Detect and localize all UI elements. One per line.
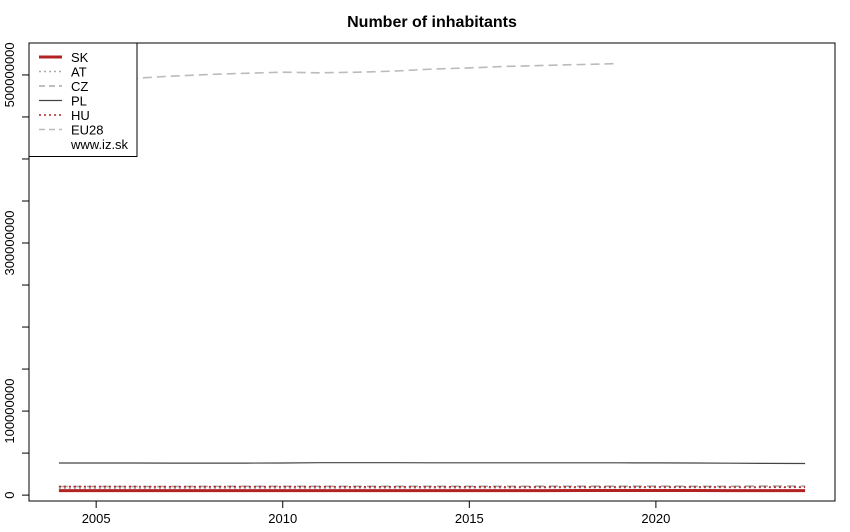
legend-label-hu: HU	[71, 108, 90, 123]
y-tick-label-500000000: 500000000	[2, 42, 17, 107]
legend-watermark-text: www.iz.sk	[70, 137, 129, 152]
y-tick-label-100000000: 100000000	[2, 379, 17, 444]
y-tick-label-0: 0	[2, 491, 17, 498]
chart-title: Number of inhabitants	[347, 14, 517, 31]
x-tick-label-2020: 2020	[641, 511, 670, 526]
y-tick-label-300000000: 300000000	[2, 210, 17, 275]
series-layer	[58, 62, 806, 493]
legend-label-eu28: EU28	[71, 123, 104, 138]
legend-label-pl: PL	[71, 94, 87, 109]
legend-label-cz: CZ	[71, 79, 88, 94]
series-line-pl	[58, 462, 806, 465]
legend-label-sk: SK	[71, 50, 89, 65]
x-tick-label-2015: 2015	[455, 511, 484, 526]
series-line-eu28	[58, 62, 619, 83]
x-tick-label-2010: 2010	[268, 511, 297, 526]
legend-label-at: AT	[71, 65, 87, 80]
plot-frame	[28, 42, 836, 502]
axes-layer: 2005 2010 2015 2020 0 100000000 300000000 50000…	[2, 42, 670, 526]
x-tick-label-2005: 2005	[82, 511, 111, 526]
legend-box	[28, 42, 138, 157]
series-line-at	[58, 486, 806, 490]
series-line-hu	[58, 485, 806, 488]
